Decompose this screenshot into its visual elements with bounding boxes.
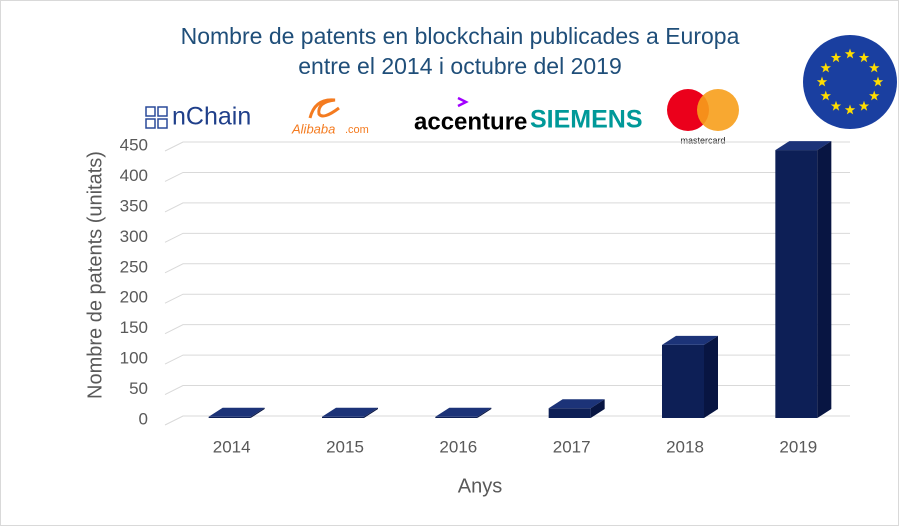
bar (435, 416, 478, 418)
grid-line (164, 263, 850, 274)
nchain-logo: nChain (145, 103, 251, 131)
y-tick-label: 0 (139, 409, 148, 428)
flag-star (820, 62, 831, 73)
bar-side (364, 407, 378, 418)
grid-line (164, 171, 850, 182)
logo-text: .com (345, 124, 369, 136)
bar (662, 344, 704, 418)
flag-star (820, 90, 831, 101)
flag-star (858, 100, 870, 111)
x-tick-label: 2015 (326, 437, 364, 456)
grid-line (164, 385, 850, 396)
bar-side (590, 399, 605, 418)
x-tick-label: 2019 (779, 437, 817, 456)
flag-star (816, 76, 828, 87)
grid-line (164, 293, 850, 304)
siemens-logo: SIEMENS (530, 106, 643, 134)
y-tick-label: 100 (120, 349, 148, 368)
flag-star (869, 62, 880, 73)
bar-side (817, 141, 832, 419)
flag-star (830, 52, 842, 63)
bar-top (322, 407, 378, 417)
flag-star (830, 100, 842, 111)
bar-top (208, 407, 265, 417)
y-tick-label: 450 (120, 135, 148, 154)
y-tick-label: 150 (120, 318, 148, 337)
flag-star (858, 52, 870, 63)
chart-title: Nombre de patents en blockchain publicad… (181, 23, 740, 49)
logo-text: mastercard (680, 135, 725, 145)
accenture-logo: accenture (414, 96, 527, 135)
grid-line (164, 324, 850, 335)
grid-line (164, 141, 850, 152)
logo-text: accenture (414, 108, 527, 135)
alibaba-logo: Alibaba .com (291, 98, 369, 136)
x-tick-label: 2014 (213, 437, 251, 456)
flag-star (844, 48, 856, 59)
bar (322, 416, 364, 418)
flag-star (869, 90, 880, 101)
bar-side (704, 335, 718, 418)
bar-top (548, 399, 605, 409)
y-tick-label: 200 (120, 288, 148, 307)
y-tick-label: 300 (120, 227, 148, 246)
bar-top (662, 335, 718, 345)
bar (208, 416, 251, 418)
y-tick-label: 50 (129, 379, 148, 398)
bar-side (477, 407, 492, 418)
logo-text: nChain (172, 103, 251, 131)
logo-text: Alibaba (291, 121, 335, 136)
flag-star (872, 76, 884, 87)
flag-star (844, 104, 856, 115)
mastercard-logo: mastercard (667, 89, 739, 145)
y-tick-label: 250 (120, 257, 148, 276)
bar-side (250, 407, 265, 418)
bar-top (435, 407, 492, 417)
eu-flag (803, 35, 897, 129)
x-tick-label: 2018 (666, 437, 704, 456)
grid-line (164, 232, 850, 243)
x-tick-label: 2017 (553, 437, 591, 456)
grid-line (164, 202, 850, 213)
y-tick-label: 400 (120, 166, 148, 185)
x-tick-label: 2016 (439, 437, 477, 456)
x-axis-label: Anys (458, 475, 502, 497)
chart-subtitle: entre el 2014 i octubre del 2019 (298, 53, 622, 79)
grid-line (164, 354, 850, 365)
y-tick-label: 350 (120, 196, 148, 215)
bar (775, 150, 818, 419)
y-axis-label: Nombre de patents (unitats) (84, 151, 106, 399)
bar-top (775, 141, 832, 151)
grid-line (164, 415, 850, 426)
bar (548, 408, 591, 418)
